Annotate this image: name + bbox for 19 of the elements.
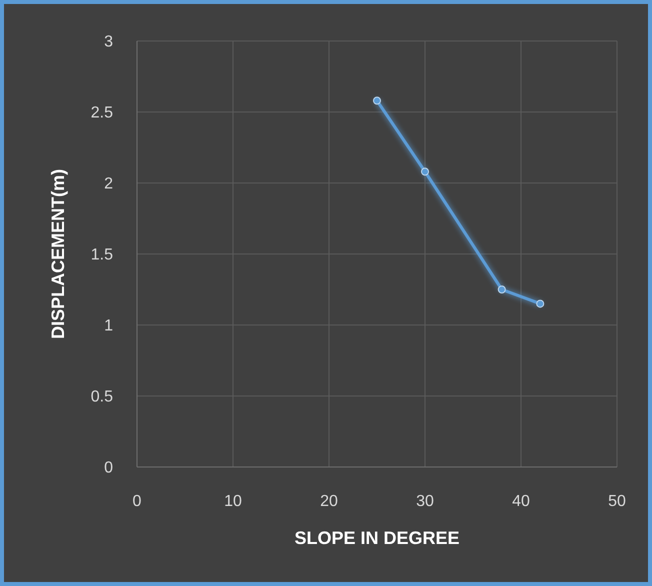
x-tick-label: 10 xyxy=(224,493,242,510)
x-tick-label: 40 xyxy=(512,493,530,510)
y-tick-label: 1 xyxy=(104,318,114,335)
y-tick-label: 2 xyxy=(104,176,114,193)
x-tick-label: 20 xyxy=(320,493,338,510)
x-axis-title: SLOPE IN DEGREE xyxy=(294,528,460,548)
y-axis-title: DISPLACEMENT(m) xyxy=(48,168,68,339)
x-tick-label: 0 xyxy=(132,493,142,510)
x-tick-label: 50 xyxy=(608,493,626,510)
point xyxy=(421,168,429,176)
y-tick-label: 1.5 xyxy=(90,246,114,264)
y-tick-label: 0.5 xyxy=(90,388,114,406)
x-tick-label: 30 xyxy=(416,493,434,510)
point xyxy=(536,300,544,308)
point xyxy=(373,96,381,105)
y-tick-label: 3 xyxy=(104,34,114,51)
y-tick-label: 2.5 xyxy=(90,104,114,122)
y-tick-label: 0 xyxy=(104,460,114,477)
point xyxy=(498,286,506,294)
